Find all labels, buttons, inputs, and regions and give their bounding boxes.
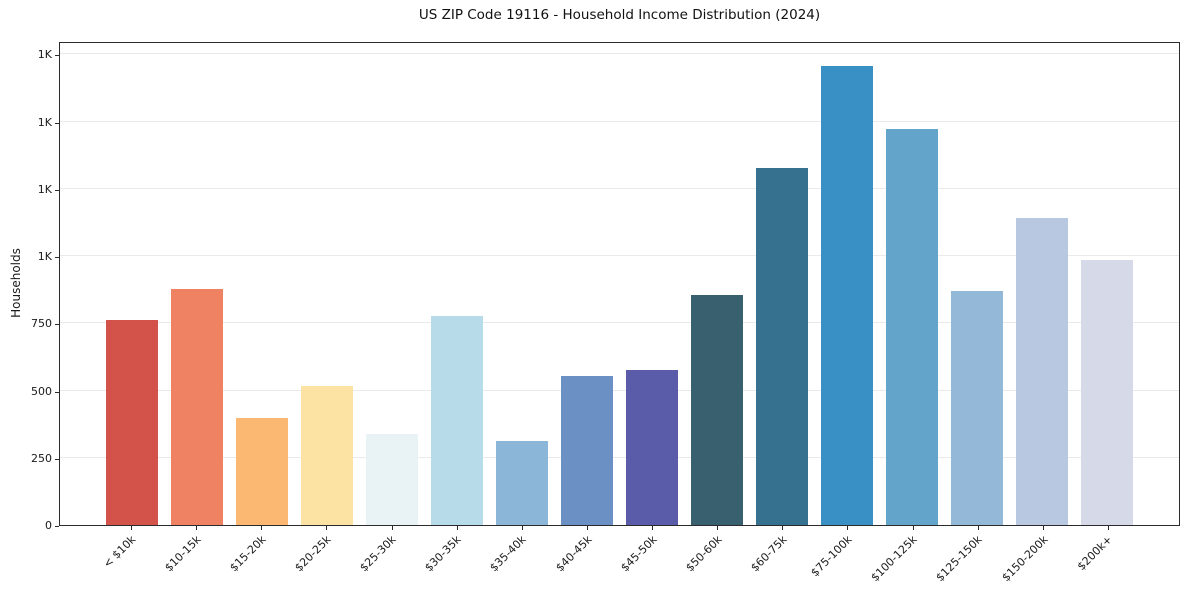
bar — [1081, 259, 1133, 525]
y-tick-label: 1K — [37, 250, 52, 264]
x-tick-mark — [1108, 526, 1109, 530]
y-tick-label: 0 — [45, 519, 52, 532]
gridline — [60, 120, 1179, 122]
x-tick-mark — [652, 526, 654, 530]
x-tick-mark — [131, 526, 132, 530]
x-tick-label: $45-50k — [618, 533, 660, 575]
bar — [301, 385, 353, 525]
x-tick-mark — [326, 526, 328, 530]
bar-series — [60, 43, 1179, 525]
gridline — [60, 187, 1179, 189]
x-tick-mark — [1042, 526, 1044, 530]
x-tick-mark — [261, 526, 263, 530]
x-tick-label: $25-30k — [357, 533, 399, 575]
x-tick-label: < $10k — [100, 533, 139, 571]
y-tick-label: 500 — [31, 384, 52, 398]
x-tick-label: $200k+ — [1075, 533, 1116, 574]
bar — [236, 417, 288, 525]
gridline — [60, 255, 1179, 257]
chart-title: US ZIP Code 19116 - Household Income Dis… — [418, 7, 821, 23]
y-tick-label: 1K — [37, 48, 52, 62]
x-tick-label: $75-100k — [808, 533, 855, 580]
x-tick-mark — [782, 526, 784, 530]
bar — [561, 376, 613, 525]
x-tick-label: $150-200k — [998, 533, 1051, 585]
x-tick-label: $30-35k — [422, 533, 464, 575]
bar — [171, 289, 223, 525]
bar — [431, 316, 483, 525]
x-tick-mark — [586, 526, 588, 530]
bar — [106, 320, 158, 525]
x-tick-mark — [717, 526, 719, 530]
x-tick-mark — [521, 526, 523, 530]
bar — [821, 65, 873, 525]
y-tick-label: 1K — [37, 115, 52, 129]
y-tick-label: 1K — [37, 182, 52, 196]
gridline — [60, 322, 1179, 324]
gridline — [60, 53, 1179, 55]
x-tick-label: $125-150k — [933, 533, 985, 585]
bar — [366, 433, 418, 525]
bar — [951, 290, 1003, 525]
y-tick-mark — [55, 324, 59, 326]
y-tick-mark — [55, 391, 59, 393]
bar — [496, 440, 548, 525]
y-tick-mark — [55, 257, 59, 259]
y-tick-mark — [55, 189, 59, 191]
x-tick-mark — [196, 526, 198, 530]
x-tick-label: $60-75k — [748, 533, 790, 575]
x-tick-label: $50-60k — [683, 533, 725, 575]
y-tick-mark — [55, 122, 59, 124]
x-tick-mark — [456, 526, 458, 530]
y-tick-mark — [55, 526, 59, 527]
x-tick-mark — [977, 526, 979, 530]
x-tick-mark — [847, 526, 849, 530]
gridline — [60, 456, 1179, 458]
x-tick-label: $40-45k — [552, 533, 595, 575]
x-tick-label: $10-15k — [162, 533, 204, 575]
x-tick-label: $20-25k — [292, 533, 334, 575]
x-tick-label: $100-125k — [868, 533, 920, 585]
bar — [756, 167, 808, 525]
x-tick-label: $35-40k — [487, 533, 530, 575]
x-tick-mark — [912, 526, 914, 530]
x-tick-mark — [391, 526, 393, 530]
bar — [1016, 218, 1068, 525]
x-tick-label: $15-20k — [227, 533, 269, 575]
bar — [626, 369, 678, 525]
bar — [886, 128, 938, 525]
y-tick-mark — [55, 458, 59, 460]
y-tick-mark — [55, 55, 59, 57]
plot-area — [59, 42, 1180, 526]
gridline — [60, 389, 1179, 391]
y-tick-label: 750 — [31, 317, 52, 331]
bar — [691, 294, 743, 525]
y-tick-label: 250 — [31, 451, 52, 465]
